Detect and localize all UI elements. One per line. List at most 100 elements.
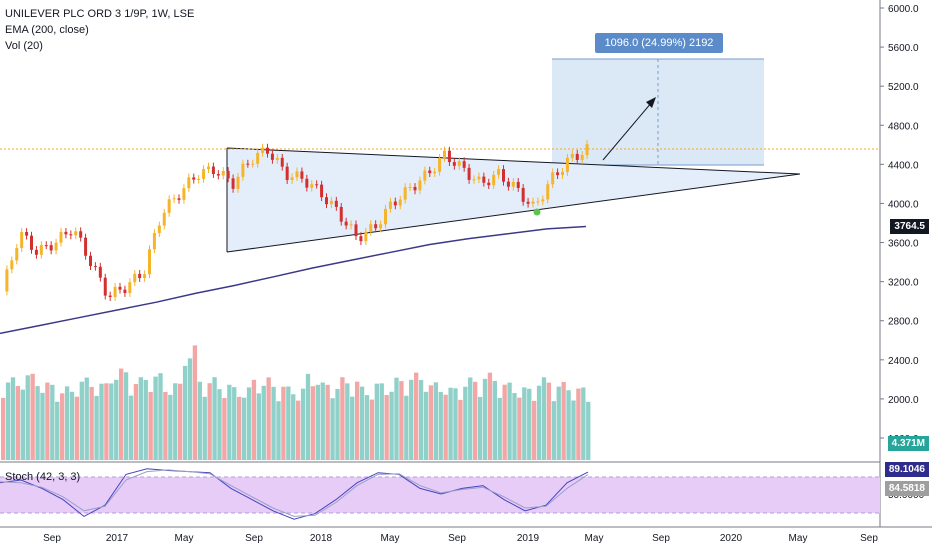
candle-body — [428, 170, 432, 174]
volume-bar — [512, 393, 517, 460]
stoch-k-tag: 89.1046 — [884, 462, 929, 477]
ema-legend[interactable]: EMA (200, close) — [5, 24, 89, 36]
volume-bar — [418, 380, 424, 460]
volume-bar — [173, 383, 178, 460]
symbol-title[interactable]: UNILEVER PLC ORD 3 1/9P, 1W, LSE — [5, 8, 195, 20]
candle-body — [516, 181, 520, 188]
candle-body — [98, 266, 102, 278]
time-axis[interactable]: Sep 2017 May Sep 2018 May Sep 2019 May Sep 2020 May… — [43, 533, 878, 544]
stoch-legend[interactable]: Stoch (42, 3, 3) — [5, 471, 81, 483]
candle-body — [138, 273, 142, 279]
candle-body — [521, 187, 525, 202]
volume-bar — [517, 397, 522, 460]
candle-body — [177, 198, 181, 200]
ema-price-tag: 3764.5 — [890, 219, 929, 234]
volume-bar — [443, 394, 448, 460]
candle-body — [398, 199, 402, 206]
volume-bar — [178, 383, 183, 460]
volume-bar — [374, 383, 379, 460]
stoch-d-line — [0, 469, 589, 517]
volume-bar — [276, 401, 281, 460]
candle-body — [202, 169, 206, 179]
volume-bar — [266, 377, 271, 460]
candle-body — [511, 181, 515, 187]
candle-body — [487, 182, 491, 186]
candle-body — [251, 163, 255, 165]
candle-body — [93, 266, 97, 268]
triangle-lower-trendline[interactable] — [226, 173, 801, 253]
volume-bar — [187, 358, 193, 460]
volume-bar — [241, 397, 247, 460]
volume-bar — [335, 389, 340, 460]
volume-bar — [320, 382, 325, 460]
candle-body — [526, 201, 530, 204]
time-tick-label: Sep — [245, 533, 263, 544]
candle-body — [256, 152, 260, 164]
candle-body — [30, 235, 33, 250]
candle-body — [187, 177, 191, 189]
candle-body — [167, 199, 171, 213]
candle-body — [541, 199, 545, 202]
volume-bar — [551, 401, 556, 460]
candle-body — [364, 231, 368, 242]
volume-bar — [448, 387, 453, 460]
candle-body — [118, 286, 122, 290]
volume-bar — [561, 381, 566, 460]
volume-bar — [153, 376, 158, 460]
volume-bar — [79, 381, 84, 460]
candle-body — [15, 248, 19, 261]
candle-body — [69, 234, 73, 236]
volume-bar — [212, 377, 217, 460]
price-tick-label: 4000.0 — [888, 199, 919, 210]
candle-body — [320, 184, 324, 198]
projection-arrow[interactable] — [602, 101, 653, 161]
triangle-upper-trendline[interactable] — [226, 147, 801, 175]
volume-bar — [114, 379, 119, 460]
volume-bar — [369, 399, 375, 460]
candle-body — [25, 232, 29, 236]
candle-body — [443, 150, 446, 159]
volume-bar — [261, 385, 266, 460]
volume-bar — [581, 387, 586, 460]
candle-body — [462, 161, 466, 168]
volume-bar — [148, 391, 153, 460]
volume-bar — [40, 392, 45, 460]
price-tick-label: 5200.0 — [888, 82, 919, 93]
volume-bar — [50, 384, 55, 460]
volume-bar — [350, 396, 355, 460]
volume-bar — [502, 384, 507, 460]
candle-body — [290, 177, 294, 181]
price-tick-label: 3200.0 — [888, 278, 919, 289]
time-tick-label: 2018 — [310, 533, 333, 544]
volume-bar — [133, 384, 139, 460]
vol-legend[interactable]: Vol (20) — [5, 40, 43, 52]
volume-bar — [507, 382, 512, 460]
candle-body — [570, 153, 574, 158]
volume-bar — [256, 393, 261, 460]
candle-body — [34, 249, 38, 255]
volume-bar — [55, 401, 60, 460]
volume-bar — [286, 386, 291, 460]
candle-body — [49, 245, 53, 251]
candle-body — [561, 171, 564, 176]
candle-body — [388, 201, 392, 209]
candle-body — [231, 178, 235, 189]
candle-body — [359, 236, 363, 242]
candle-body — [492, 174, 496, 186]
candle-body — [438, 158, 442, 172]
candle-body — [477, 176, 481, 180]
projection-arrow-head — [646, 97, 656, 108]
candle-body — [408, 186, 412, 188]
price-axis[interactable]: 6000.0 5600.0 5200.0 4800.0 4400.0 4000.0 3600… — [880, 4, 925, 501]
candle-body — [393, 201, 397, 206]
candle-body — [310, 184, 314, 188]
price-tick-label: 2400.0 — [888, 356, 919, 367]
volume-bar — [325, 384, 330, 460]
chart-legend: UNILEVER PLC ORD 3 1/9P, 1W, LSE EMA (20… — [5, 6, 194, 54]
volume-bar — [227, 384, 232, 460]
candle-body — [197, 178, 201, 180]
candle-body — [536, 201, 540, 203]
stoch-d-tag: 84.5818 — [884, 481, 929, 496]
